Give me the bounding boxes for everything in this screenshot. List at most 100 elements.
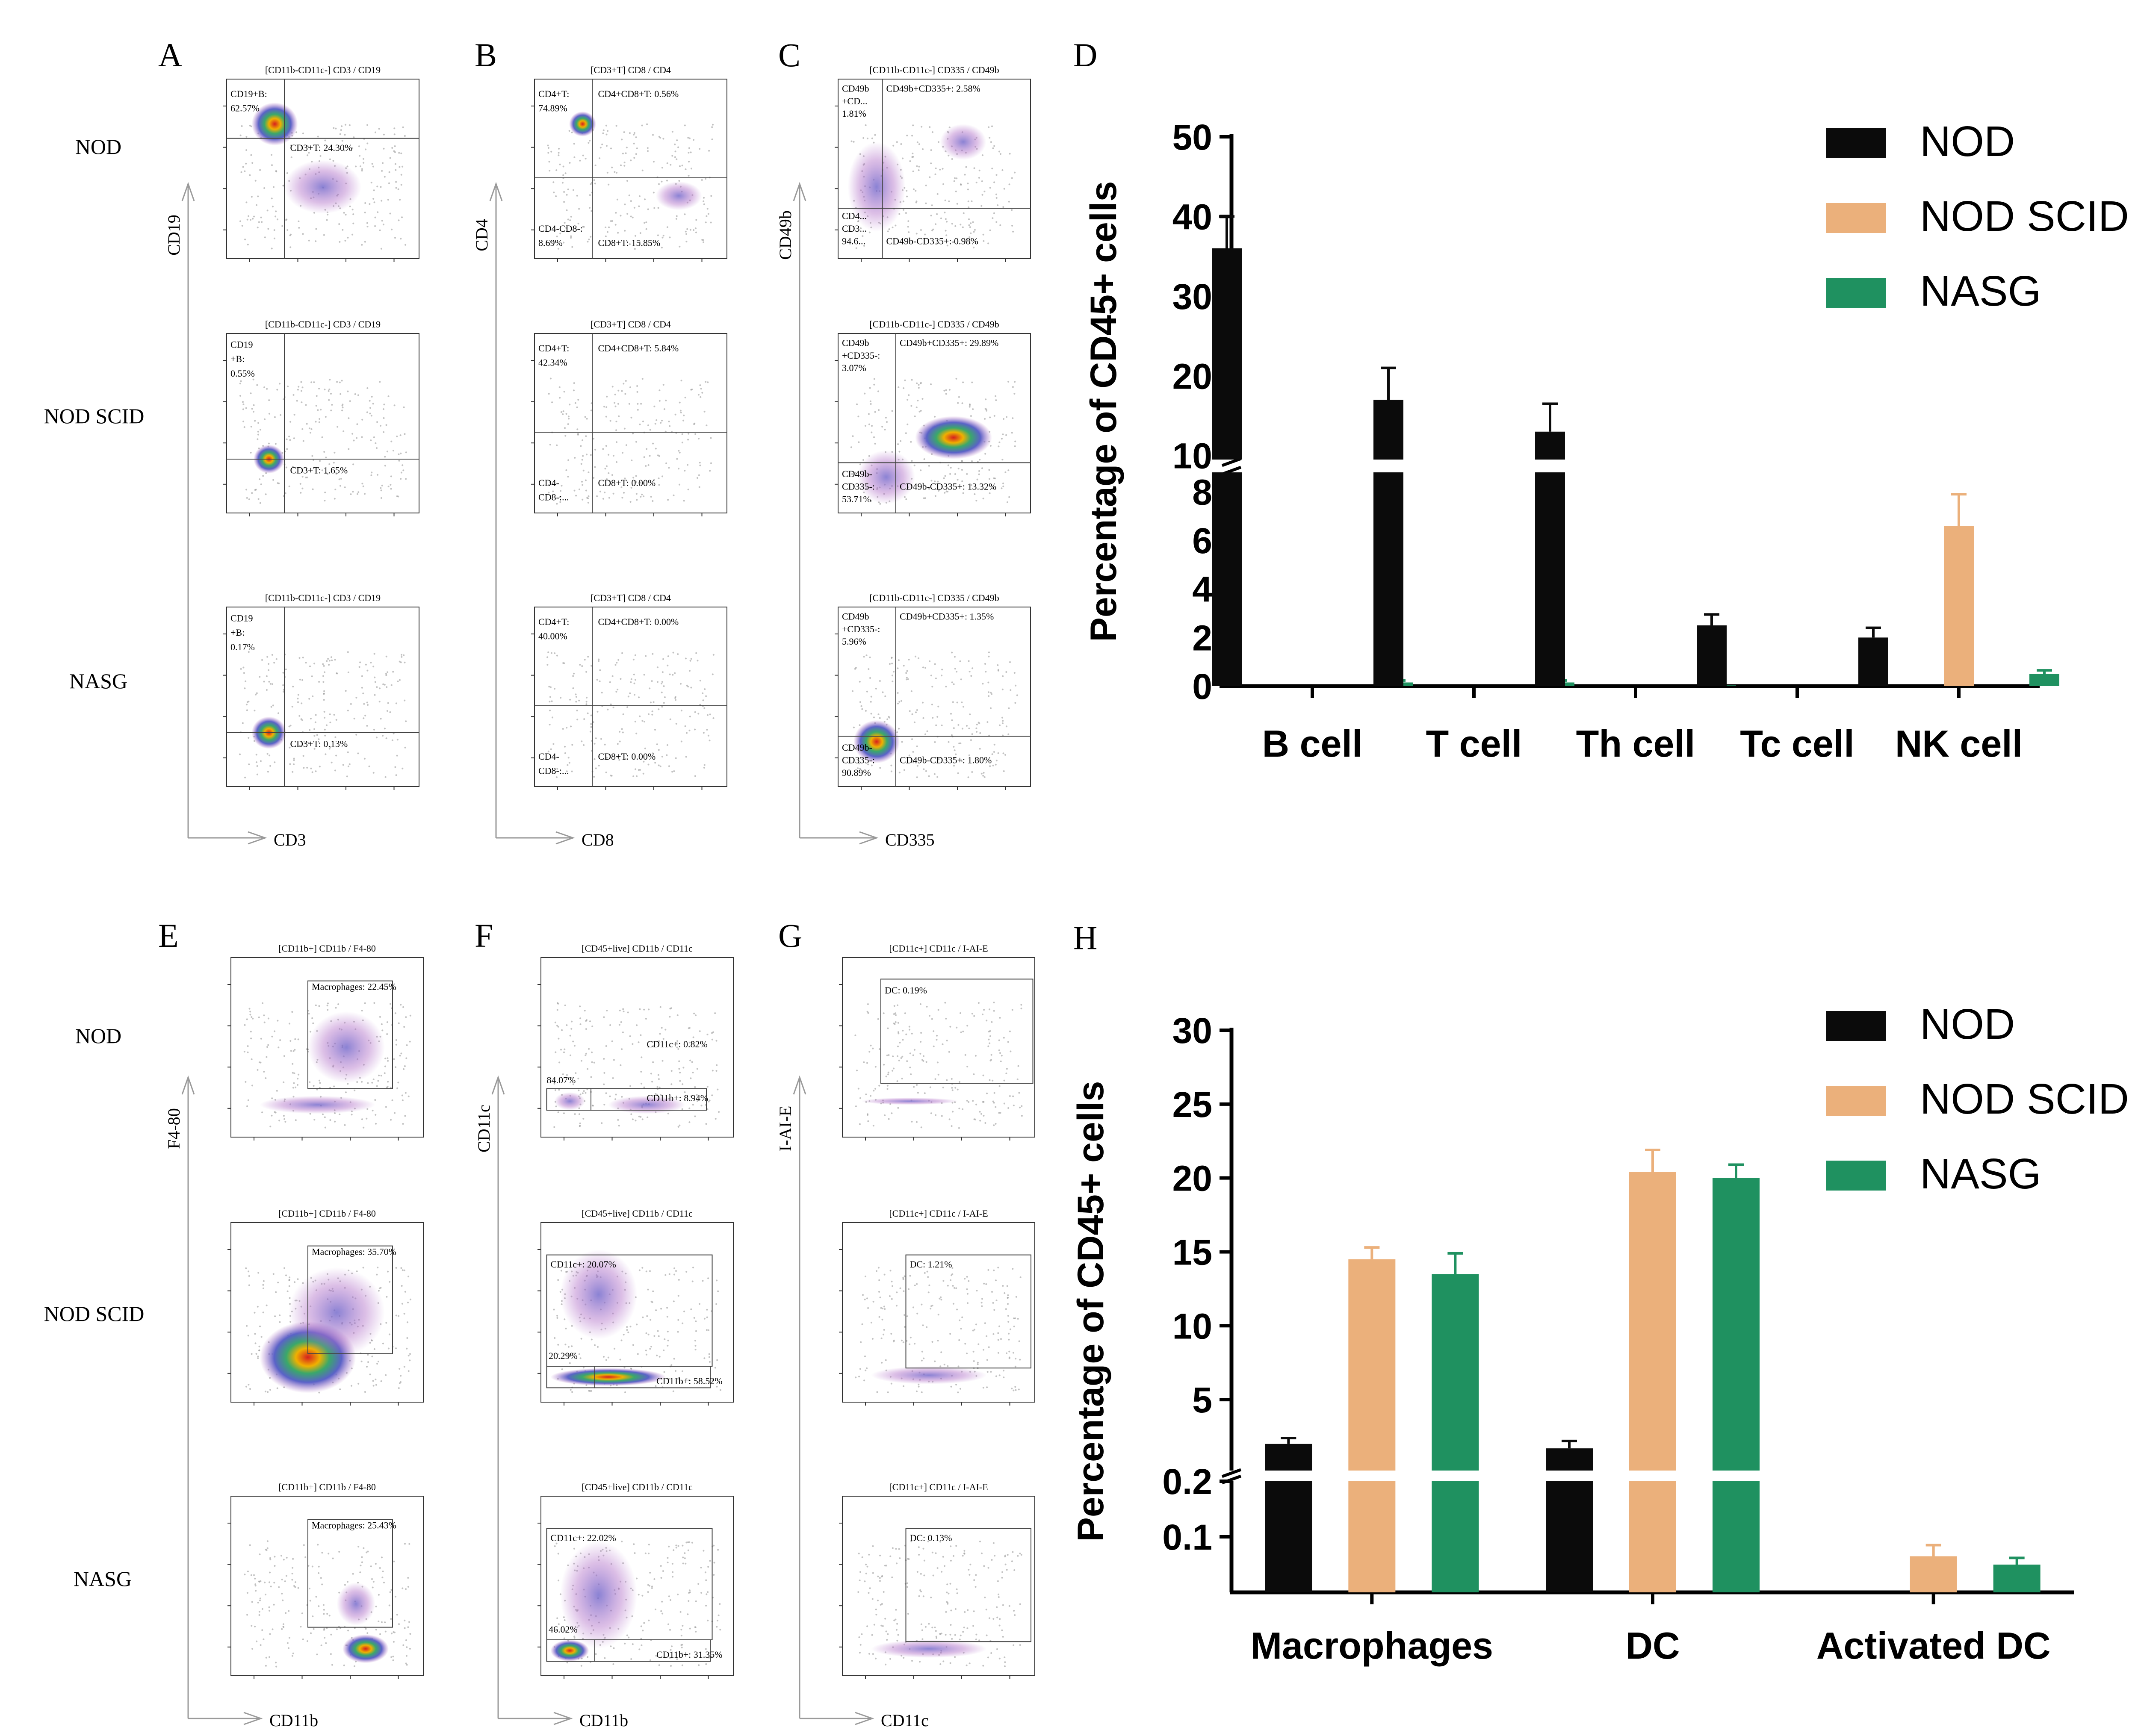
event-dot	[857, 1591, 859, 1593]
event-dot	[610, 703, 612, 705]
flow-plot-title: [CD3+T] CD8 / CD4	[591, 592, 671, 603]
event-dot	[615, 1093, 617, 1096]
event-dot	[372, 1385, 375, 1387]
event-dot	[865, 1093, 867, 1096]
event-dot	[921, 398, 924, 400]
event-dot	[629, 1326, 632, 1328]
density-cluster	[337, 1582, 375, 1626]
event-dot	[874, 442, 876, 445]
event-dot	[700, 1105, 703, 1107]
gate-label: CD19+B:	[230, 88, 267, 99]
event-dot	[594, 183, 596, 185]
event-dot	[946, 245, 948, 247]
event-dot	[283, 1055, 285, 1057]
event-dot	[945, 686, 947, 688]
event-dot	[968, 660, 970, 662]
event-dot	[960, 1012, 961, 1014]
event-dot	[301, 487, 304, 489]
event-dot	[579, 1125, 581, 1127]
event-dot	[623, 131, 625, 133]
event-dot	[555, 169, 558, 171]
event-dot	[661, 755, 663, 757]
event-dot	[694, 1115, 696, 1117]
event-dot	[252, 218, 254, 220]
event-dot	[328, 748, 331, 750]
event-dot	[626, 1634, 628, 1636]
event-dot	[247, 1571, 249, 1573]
event-dot	[622, 153, 624, 155]
event-dot	[912, 124, 914, 127]
event-dot	[963, 706, 965, 708]
event-dot	[703, 766, 705, 769]
event-dot	[711, 1038, 713, 1040]
event-dot	[685, 230, 687, 233]
event-dot	[596, 495, 598, 497]
event-dot	[286, 1290, 289, 1292]
legend-swatch	[1826, 203, 1886, 233]
event-dot	[289, 1276, 291, 1279]
event-dot	[690, 1308, 692, 1310]
event-dot	[880, 1307, 882, 1309]
event-dot	[921, 1303, 923, 1306]
event-dot	[622, 713, 624, 715]
event-dot	[988, 695, 990, 697]
event-dot	[340, 477, 342, 480]
event-dot	[920, 410, 922, 412]
event-dot	[966, 1288, 968, 1290]
event-dot	[931, 704, 933, 706]
event-dot	[708, 1656, 710, 1659]
event-dot	[263, 1280, 265, 1282]
event-dot	[379, 1633, 381, 1635]
bar	[1944, 526, 1974, 686]
event-dot	[316, 1653, 318, 1656]
event-dot	[895, 1548, 897, 1550]
event-dot	[403, 1068, 405, 1070]
event-dot	[313, 735, 316, 737]
event-dot	[611, 220, 613, 222]
event-dot	[670, 1364, 673, 1366]
event-dot	[619, 740, 621, 743]
density-cluster	[343, 1634, 389, 1663]
event-dot	[390, 1618, 392, 1620]
event-dot	[658, 749, 660, 751]
event-dot	[985, 1609, 987, 1611]
event-dot	[686, 228, 688, 230]
gate-label: CD49b	[842, 611, 869, 622]
event-dot	[1001, 1577, 1003, 1579]
event-dot	[606, 478, 608, 480]
event-dot	[980, 205, 983, 207]
event-dot	[326, 1627, 328, 1629]
event-dot	[395, 1595, 396, 1597]
event-dot	[891, 1576, 893, 1578]
event-dot	[681, 1108, 683, 1110]
event-dot	[608, 454, 610, 456]
event-dot	[856, 403, 858, 405]
event-dot	[322, 663, 324, 665]
event-dot	[709, 1560, 711, 1562]
event-dot	[389, 157, 391, 159]
event-dot	[615, 125, 617, 127]
event-dot	[651, 713, 653, 716]
event-dot	[1014, 1614, 1016, 1616]
event-dot	[395, 1039, 397, 1041]
event-dot	[326, 1613, 328, 1615]
event-dot	[662, 384, 664, 386]
event-dot	[681, 1646, 683, 1648]
flow-plot: [CD11b-CD11c-] CD3 / CD19CD19+B:62.57%CD…	[223, 65, 419, 262]
event-dot	[257, 1272, 260, 1274]
event-dot	[861, 1323, 863, 1325]
event-dot	[914, 416, 916, 417]
event-dot	[992, 1542, 995, 1544]
event-dot	[390, 1003, 391, 1005]
event-dot	[565, 413, 567, 415]
event-dot	[934, 1360, 936, 1362]
event-dot	[969, 236, 971, 238]
y-axis-arrow	[181, 182, 195, 201]
event-dot	[573, 489, 576, 492]
event-dot	[953, 683, 955, 685]
event-dot	[989, 1035, 991, 1037]
event-dot	[655, 1608, 656, 1610]
event-dot	[347, 1083, 349, 1085]
event-dot	[706, 215, 708, 217]
gate-label: CD49b+CD335+: 1.35%	[900, 611, 994, 622]
